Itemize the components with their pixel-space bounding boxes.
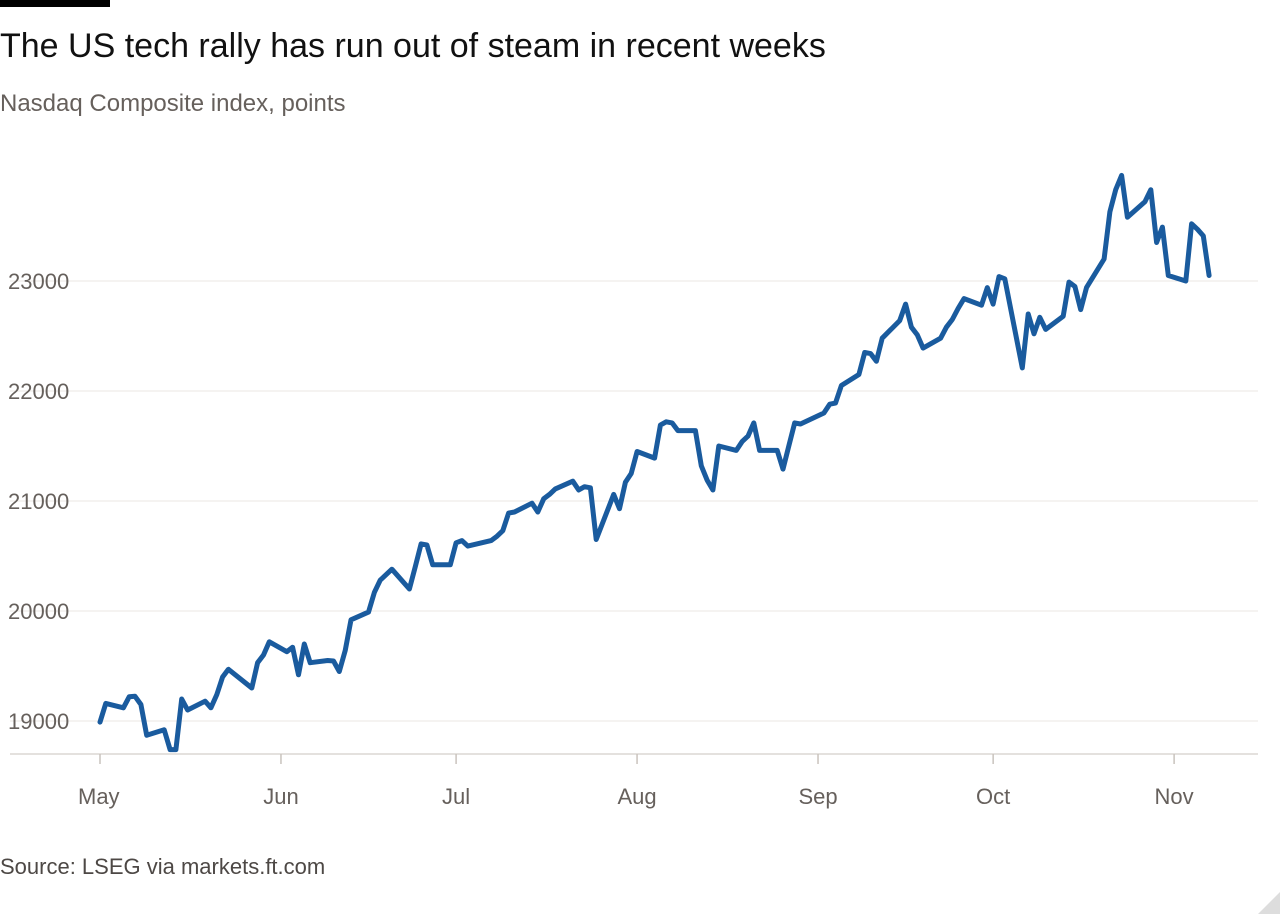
corner-mark	[1258, 892, 1280, 914]
x-tick-label: Aug	[617, 784, 656, 809]
line-chart: 19000 20000 21000 22000 23000 May Jun Jul Aug Se…	[8, 172, 1258, 809]
y-axis-ticks: 19000 20000 21000 22000 23000	[8, 269, 69, 734]
y-tick-label: 21000	[8, 489, 69, 514]
x-axis: May Jun Jul Aug Sep Oct Nov	[10, 753, 1258, 809]
x-tick-label: Nov	[1155, 784, 1194, 809]
y-tick-label: 22000	[8, 379, 69, 404]
y-tick-label: 19000	[8, 709, 69, 734]
y-tick-label: 20000	[8, 599, 69, 624]
x-tick-label: Sep	[798, 784, 837, 809]
chart-title: The US tech rally has run out of steam i…	[0, 27, 826, 65]
source-note: Source: LSEG via markets.ft.com	[0, 854, 326, 879]
x-tick-label: Jun	[263, 784, 298, 809]
x-tick-label: May	[78, 784, 120, 809]
series-line-nasdaq	[97, 172, 1212, 753]
x-tick-label: Jul	[442, 784, 470, 809]
chart-subtitle: Nasdaq Composite index, points	[0, 90, 346, 117]
top-accent-bar	[0, 0, 110, 7]
x-tick-label: Oct	[976, 784, 1010, 809]
y-tick-label: 23000	[8, 269, 69, 294]
gridlines	[10, 280, 1258, 722]
series-layer	[97, 172, 1212, 753]
